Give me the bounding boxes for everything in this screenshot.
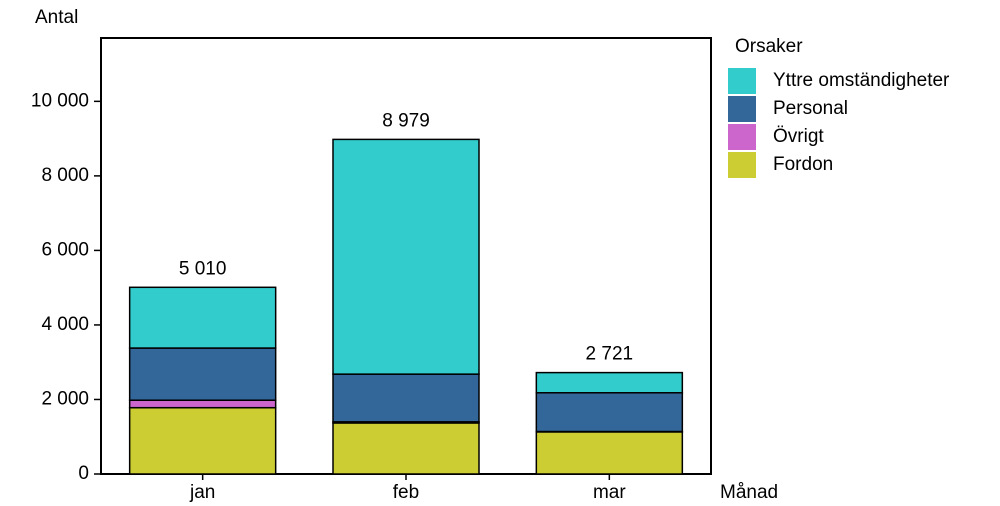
legend-swatch [728,68,756,94]
bar-segment [332,138,480,375]
bar-segment [535,371,684,394]
x-tick-label: jan [189,482,215,503]
y-tick-label: 10 000 [31,90,89,111]
total-label: 5 010 [179,258,227,279]
bar-segment [535,431,684,475]
y-tick-label: 4 000 [41,314,89,335]
legend-swatch [728,124,756,150]
legend-swatch [728,152,756,178]
x-tick-label: feb [393,482,419,503]
bar-segment [128,286,277,349]
y-axis-label: Antal [35,7,78,28]
legend-label: Personal [773,98,848,119]
bar-segment [332,422,480,475]
legend-swatch [728,96,756,122]
bar-segment [128,399,277,409]
y-tick-label: 0 [78,463,89,484]
total-label: 2 721 [586,344,634,365]
legend-label: Övrigt [773,126,824,147]
bar-segment [535,392,684,433]
y-tick-label: 6 000 [41,239,89,260]
x-axis-label: Månad [720,482,778,503]
y-tick-label: 8 000 [41,165,89,186]
x-tick-label: mar [593,482,626,503]
legend-label: Fordon [773,154,833,175]
bar-segment [128,347,277,401]
y-tick-label: 2 000 [41,388,89,409]
legend-title: Orsaker [735,36,803,57]
total-label: 8 979 [382,110,430,131]
legend-label: Yttre omständigheter [773,70,950,91]
bar-segment [128,406,277,475]
bar-segment [332,373,480,423]
